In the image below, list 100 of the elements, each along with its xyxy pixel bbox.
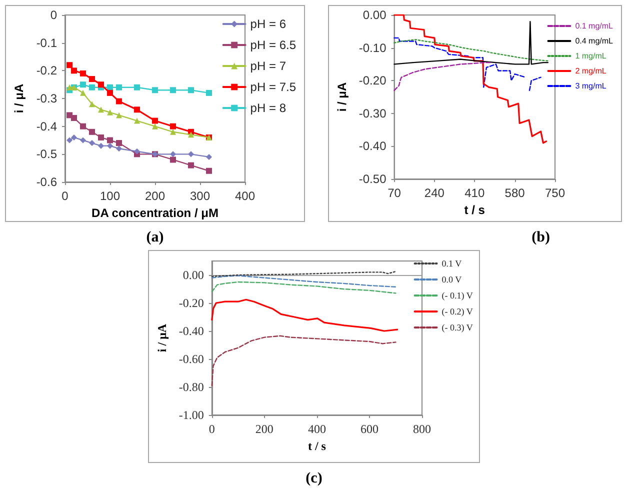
legend-label: 0.1 mg/mL xyxy=(575,22,614,30)
point xyxy=(206,90,212,96)
point xyxy=(89,101,95,108)
y-tick-label: -0.5 xyxy=(36,147,58,162)
legend-label: 0.0 V xyxy=(442,274,462,284)
y-tick-label: -0.10 xyxy=(358,40,387,55)
point xyxy=(188,151,194,158)
point xyxy=(66,62,72,68)
point xyxy=(66,84,72,90)
line-series xyxy=(211,275,396,288)
legend-label: (- 0.1) V xyxy=(442,290,474,300)
y-tick-label: -0.6 xyxy=(36,175,58,189)
point xyxy=(98,134,104,140)
line-series xyxy=(393,14,548,144)
point xyxy=(134,148,140,154)
y-tick-label: -0.1 xyxy=(36,36,58,50)
y-tick-label: 0.00 xyxy=(182,268,204,282)
x-axis-title: t / s xyxy=(464,202,486,217)
y-axis-title: i / μA xyxy=(335,82,349,112)
point xyxy=(71,134,77,140)
point xyxy=(80,82,86,88)
legend-label: 3 mg/mL xyxy=(575,82,607,90)
point xyxy=(80,90,86,96)
point xyxy=(152,87,158,94)
y-tick-label: -0.80 xyxy=(178,380,204,394)
point xyxy=(116,112,122,118)
point xyxy=(98,142,104,149)
point xyxy=(116,146,122,152)
point xyxy=(116,140,122,146)
point xyxy=(116,84,122,90)
legend-label: (- 0.3) V xyxy=(442,322,474,332)
point xyxy=(71,114,77,121)
y-tick-label: -0.20 xyxy=(358,74,387,88)
x-tick-label: 600 xyxy=(360,422,378,436)
point xyxy=(80,137,86,144)
point xyxy=(170,151,176,158)
point xyxy=(107,109,113,116)
point xyxy=(152,123,158,130)
point xyxy=(107,90,113,96)
text: (a) xyxy=(146,230,164,246)
x-tick-label: 200 xyxy=(144,189,166,203)
x-tick-label: 300 xyxy=(190,189,210,203)
x-axis-title: t / s xyxy=(308,438,326,453)
legend-label: 0.1 V xyxy=(442,258,462,268)
point xyxy=(116,98,122,104)
legend-label: 2 mg/mL xyxy=(575,66,607,76)
point xyxy=(134,106,140,113)
y-tick-label: -0.40 xyxy=(358,139,387,154)
point xyxy=(188,87,194,94)
y-tick-label: -0.30 xyxy=(358,106,387,120)
point xyxy=(188,132,194,138)
x-tick-label: 240 xyxy=(424,186,445,200)
point xyxy=(134,118,140,124)
point xyxy=(89,140,95,146)
point xyxy=(206,168,212,174)
x-axis-title: DA concentration / μM xyxy=(92,206,218,220)
x-tick-label: 0 xyxy=(208,422,215,436)
y-tick-label: -1.00 xyxy=(178,408,204,422)
y-tick-label: -0.40 xyxy=(178,324,204,338)
point xyxy=(107,84,113,90)
legend-label: 1 mg/mL xyxy=(575,52,607,60)
point xyxy=(134,84,140,90)
point xyxy=(188,162,194,168)
point xyxy=(206,154,212,160)
x-tick-label: 750 xyxy=(544,186,566,200)
point xyxy=(98,82,104,88)
y-tick-label: -0.3 xyxy=(36,92,58,106)
line-series xyxy=(394,39,549,62)
point xyxy=(170,128,176,135)
y-tick-label: -0.2 xyxy=(36,64,58,78)
point xyxy=(89,84,95,90)
point xyxy=(107,142,113,149)
y-tick-label: 0 xyxy=(50,8,58,22)
point xyxy=(152,118,158,124)
y-tick-label: -0.60 xyxy=(178,352,204,366)
line-series xyxy=(211,335,396,386)
x-tick-label: 580 xyxy=(504,186,526,200)
legend-label: 0.4 mg/mL xyxy=(575,36,614,46)
legend-label: pH = 7.5 xyxy=(250,80,296,94)
legend-label: pH = 7 xyxy=(250,59,286,73)
point xyxy=(98,106,104,113)
x-tick-label: 200 xyxy=(255,422,274,436)
point xyxy=(170,156,176,163)
x-tick-label: 800 xyxy=(413,422,431,436)
y-axis-title: i / μA xyxy=(12,83,26,114)
legend-label: (- 0.2) V xyxy=(442,306,474,316)
line-series xyxy=(211,298,398,332)
point xyxy=(89,76,95,82)
x-tick-label: 70 xyxy=(388,186,402,200)
y-tick-label: -0.20 xyxy=(178,296,204,310)
point xyxy=(80,70,86,76)
text: (c) xyxy=(306,470,322,486)
text: (b) xyxy=(532,230,550,246)
point xyxy=(71,68,77,74)
point xyxy=(89,128,95,135)
y-tick-label: -0.50 xyxy=(358,172,387,186)
line-series xyxy=(394,20,549,65)
line-series xyxy=(211,281,396,294)
legend-label: pH = 8 xyxy=(250,101,286,115)
point xyxy=(170,123,176,130)
